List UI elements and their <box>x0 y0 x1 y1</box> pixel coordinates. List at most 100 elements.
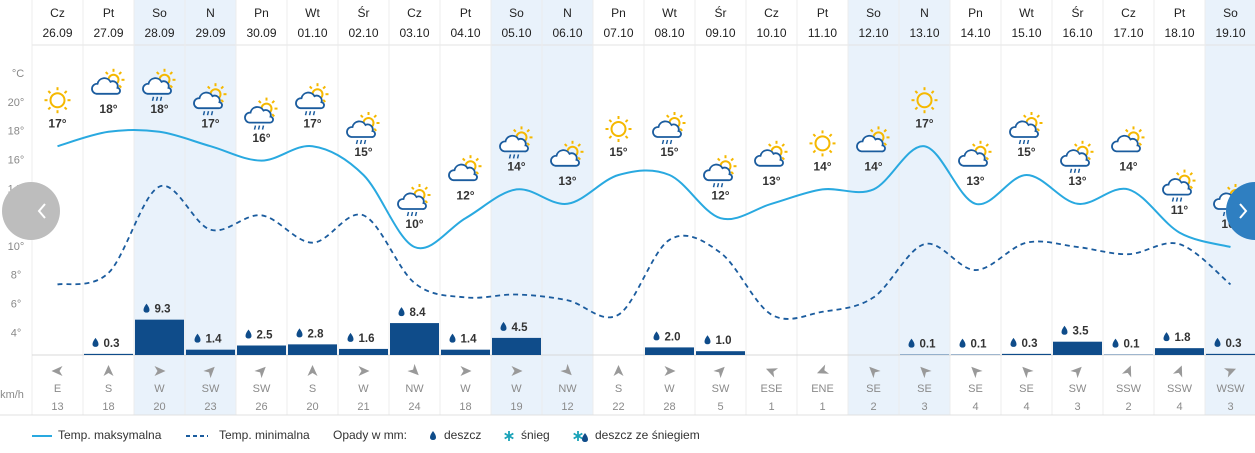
drop-icon <box>1214 337 1221 347</box>
sun-ray <box>1138 142 1142 146</box>
day-name: Cz <box>50 6 65 20</box>
drop-icon <box>1112 338 1119 348</box>
drop-icon <box>194 333 201 343</box>
rain <box>304 111 308 116</box>
wind-direction: ESE <box>760 383 782 395</box>
weather-icon <box>499 126 533 159</box>
day-name: So <box>866 6 881 20</box>
precip-bar <box>84 353 133 355</box>
wind-arrow <box>869 366 881 379</box>
sun <box>916 92 933 109</box>
cloud <box>754 149 784 167</box>
drop-icon <box>653 331 660 341</box>
weather-icon <box>605 116 632 142</box>
wind-speed: 4 <box>1176 401 1182 413</box>
sun-ray <box>1036 127 1040 132</box>
wind-speed: 26 <box>255 401 267 413</box>
y-tick-label: 4° <box>11 327 22 339</box>
cloud <box>856 134 886 153</box>
weekend-shade <box>848 0 899 415</box>
wind-speed: 3 <box>1074 401 1080 413</box>
wind-direction: W <box>358 383 369 395</box>
sun <box>49 92 66 109</box>
day-name: Pt <box>460 6 472 20</box>
sun-ray <box>930 106 935 111</box>
weather-icon <box>958 140 992 167</box>
precip-label: 1.4 <box>461 334 478 346</box>
day-name: Wt <box>1019 6 1034 20</box>
precip-bar <box>1053 341 1102 355</box>
max-temp-label: 14° <box>1119 160 1137 174</box>
max-temp-label: 15° <box>1017 145 1035 159</box>
weather-icon <box>809 130 836 157</box>
wind-direction: E <box>54 383 61 395</box>
wind-speed: 21 <box>357 401 369 413</box>
wind-speed: 20 <box>153 401 165 413</box>
max-temp-label: 10° <box>405 217 423 231</box>
next-circle <box>1226 182 1255 240</box>
day-name: N <box>206 6 215 20</box>
legend-label: Opady w mm: <box>333 428 407 442</box>
max-temp-label: 14° <box>864 160 882 174</box>
sun-ray <box>828 149 833 154</box>
day-date: 15.10 <box>1011 26 1041 40</box>
wind-arrow <box>613 365 624 376</box>
y-tick-label: 18° <box>8 126 25 138</box>
rain <box>1175 197 1179 202</box>
rain <box>516 154 520 159</box>
wind-speed: 24 <box>408 401 420 413</box>
day-name: Cz <box>764 6 779 20</box>
day-name: So <box>1223 6 1238 20</box>
day-name: N <box>920 6 929 20</box>
max-temp-label: 15° <box>609 145 627 159</box>
sun-ray <box>812 133 817 138</box>
sun-ray <box>624 119 629 123</box>
weather-icon <box>911 87 938 114</box>
sun-ray <box>828 133 833 138</box>
sun-ray <box>564 143 568 147</box>
wind-direction: S <box>105 383 112 395</box>
sun-ray <box>526 142 530 146</box>
weekend-shade <box>542 0 593 415</box>
weekend-shade <box>899 0 950 415</box>
max-temp-label: 18° <box>99 102 117 116</box>
weather-icon <box>44 87 71 114</box>
sun-ray <box>271 100 275 104</box>
wind-arrow <box>713 366 725 379</box>
precip-bar <box>288 344 337 355</box>
next-button[interactable] <box>1226 182 1255 240</box>
weekend-shade <box>185 0 236 415</box>
sun-ray <box>730 171 734 175</box>
wind-speed: 4 <box>1023 401 1029 413</box>
max-temp-label: 17° <box>201 116 219 130</box>
precip-bar <box>339 348 388 355</box>
sun-ray <box>220 99 224 103</box>
rain <box>512 154 516 159</box>
sun-ray <box>577 156 581 161</box>
cloud <box>244 106 274 124</box>
day-date: 12.10 <box>858 26 888 40</box>
weather-icon <box>754 140 788 167</box>
weather-icon <box>1060 140 1094 173</box>
prev-button[interactable] <box>2 182 60 240</box>
precip-label: 0.1 <box>920 339 937 351</box>
day-name: Śr <box>715 5 727 20</box>
sun-ray <box>730 157 734 162</box>
weather-icon <box>1162 169 1196 202</box>
sun-ray <box>679 114 683 119</box>
precip-label: 9.3 <box>155 304 171 316</box>
rain <box>1077 168 1081 173</box>
cloud <box>1162 178 1192 196</box>
wind-arrow <box>307 365 318 376</box>
sun-ray <box>679 127 683 132</box>
rain <box>210 111 214 116</box>
day-name: Pn <box>254 6 269 20</box>
cloud <box>958 149 988 167</box>
rain <box>312 111 316 116</box>
rain <box>155 96 159 101</box>
rain <box>1022 139 1026 145</box>
drop-icon <box>1010 337 1017 347</box>
wind-arrow <box>1070 366 1082 379</box>
sun-ray <box>781 156 785 161</box>
sun-ray <box>156 71 160 75</box>
